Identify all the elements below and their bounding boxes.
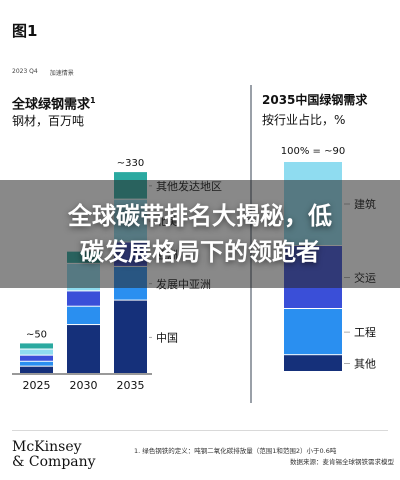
logo-line-2: & Company [12, 454, 96, 470]
footnote-line-1: 1. 绿色钢铁的定义：吨钢二氧化碳排放量（范围1和范围2）小于0.6吨 [134, 447, 337, 455]
chart2-label-0: 其他 [354, 358, 376, 371]
bar-2030-series-2 [67, 291, 100, 306]
bar-2030-series-0 [67, 325, 100, 373]
x-tick-2035: 2035 [117, 379, 145, 392]
bar-2025-series-3 [20, 349, 53, 355]
mckinsey-logo: McKinsey & Company [12, 440, 96, 470]
x-tick-2030: 2030 [70, 379, 98, 392]
chart1-title-text: 全球绿钢需求 [12, 97, 91, 113]
bar-2025-series-1 [20, 361, 53, 366]
meta-date: 2023 Q4 [12, 68, 38, 75]
chart1-title: 全球绿钢需求1 [12, 92, 96, 113]
footnote-line-2: 数据来源：麦肯锡全球钢铁需求模型 [290, 458, 394, 466]
chart1-subtitle: 钢材，百万吨 [12, 114, 85, 128]
total-label-2025: ~50 [26, 329, 47, 340]
series-label-0: 中国 [156, 331, 178, 344]
x-tick-2025: 2025 [23, 379, 51, 392]
bar-2025-series-2 [20, 355, 53, 361]
headline: 全球碳带排名大揭秘，低 碳发展格局下的领跑者 [0, 198, 400, 270]
headline-line-2: 碳发展格局下的领跑者 [80, 238, 320, 266]
chart2-segment-0 [284, 355, 342, 371]
bar-2030-series-1 [67, 306, 100, 325]
figure-title: 图1 [12, 22, 38, 40]
footer-divider [12, 430, 388, 431]
chart2-label-1: 工程 [354, 326, 376, 339]
total-label-2035: ~330 [117, 158, 144, 169]
meta-scenario: 加速情景 [49, 70, 74, 77]
footnote: 1. 绿色钢铁的定义：吨钢二氧化碳排放量（范围1和范围2）小于0.6吨 数据来源… [134, 446, 394, 468]
logo-line-1: McKinsey [12, 439, 82, 455]
chart1-title-sup: 1 [90, 96, 96, 105]
bar-2025-series-4 [20, 343, 53, 349]
bar-2035-series-0 [114, 300, 147, 373]
headline-overlay [0, 180, 400, 288]
figure-meta: 2023 Q4 加速情景 [12, 68, 74, 77]
bar-2025-series-0 [20, 366, 53, 373]
chart2-title: 2035中国绿钢需求 [262, 93, 368, 107]
headline-line-1: 全球碳带排名大揭秘，低 [68, 202, 332, 230]
chart2-segment-1 [284, 309, 342, 355]
chart2-subtitle: 按行业占比，% [262, 113, 346, 127]
chart2-total-label: 100% = ~90 [281, 146, 345, 157]
